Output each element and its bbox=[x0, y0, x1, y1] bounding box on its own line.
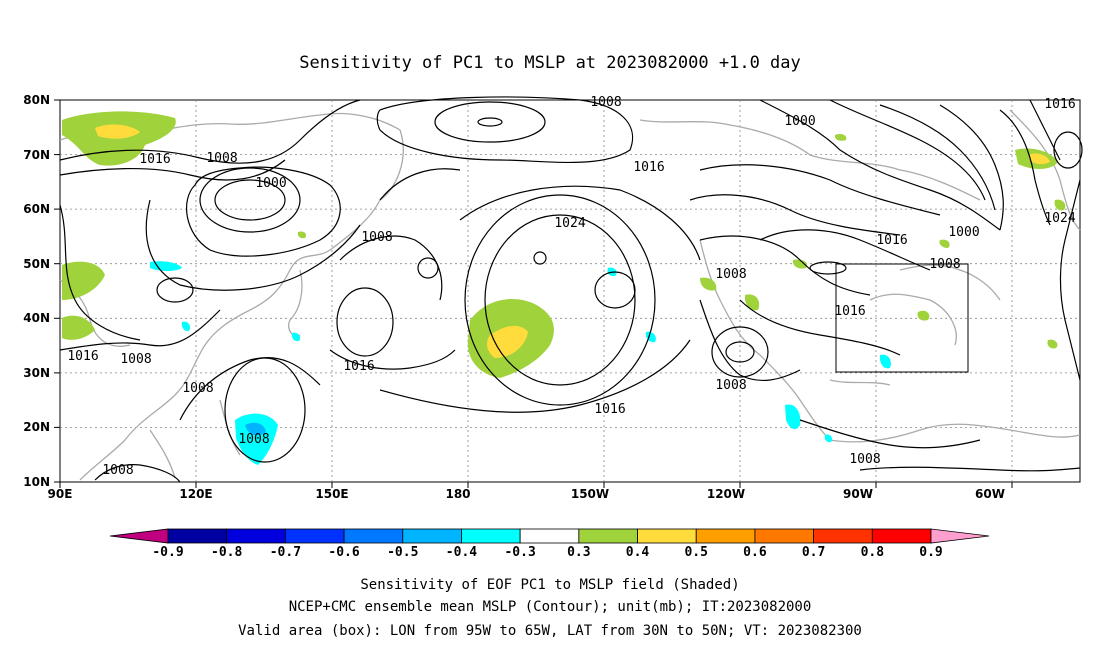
colorbar-cell bbox=[343, 528, 404, 544]
colorbar-labels: -0.9 -0.8 -0.7 -0.6 -0.5 -0.4 -0.3 0.3 0.4 0.5 0.6… bbox=[152, 545, 942, 560]
colorbar-cell bbox=[402, 528, 462, 544]
colorbar-label: -0.4 bbox=[446, 545, 477, 560]
colorbar-cell bbox=[754, 528, 815, 544]
colorbar-cell bbox=[871, 528, 932, 544]
contour-label: 1008 bbox=[590, 95, 621, 110]
lon-label: 150E bbox=[315, 487, 348, 501]
colorbar-cell bbox=[637, 528, 697, 544]
lat-label: 20N bbox=[23, 420, 50, 434]
colorbar-cell bbox=[813, 528, 873, 544]
colorbar-label: 0.4 bbox=[626, 545, 650, 560]
lon-label: 120E bbox=[179, 487, 212, 501]
contour-label: 1016 bbox=[343, 359, 374, 374]
contour-label: 1016 bbox=[67, 349, 98, 364]
contour-label: 1008 bbox=[120, 352, 151, 367]
lat-label: 70N bbox=[23, 148, 50, 162]
contour-label: 1016 bbox=[633, 160, 664, 175]
contour-label: 1008 bbox=[361, 230, 392, 245]
colorbar-label: -0.3 bbox=[504, 545, 535, 560]
sensitivity-shading bbox=[62, 111, 1066, 465]
colorbar-label: 0.3 bbox=[567, 545, 590, 560]
lon-label: 60W bbox=[975, 487, 1005, 501]
contour-label: 1016 bbox=[139, 152, 170, 167]
colorbar-high-arrow bbox=[930, 528, 990, 544]
lat-label: 40N bbox=[23, 311, 50, 325]
contour-label: 1008 bbox=[849, 452, 880, 467]
valid-area-box bbox=[835, 263, 969, 373]
colorbar-label: 0.9 bbox=[919, 545, 942, 560]
contour-labels: 1008 1016 1016 1008 1000 1008 1016 1008 … bbox=[67, 95, 1075, 478]
contour-label: 1008 bbox=[182, 381, 213, 396]
map-panel: 1008 1016 1016 1008 1000 1008 1016 1008 … bbox=[23, 93, 1083, 501]
colorbar-label: -0.8 bbox=[211, 545, 242, 560]
footer-line-3: Valid area (box): LON from 95W to 65W, L… bbox=[238, 623, 862, 639]
lat-label: 50N bbox=[23, 257, 50, 271]
colorbar-cell bbox=[695, 528, 756, 544]
colorbar-label: 0.7 bbox=[802, 545, 825, 560]
colorbar-cell bbox=[284, 528, 345, 544]
colorbar-cells bbox=[167, 528, 932, 544]
colorbar-cell bbox=[167, 528, 228, 544]
contour-label: 1016 bbox=[1044, 97, 1075, 112]
map-frame bbox=[59, 99, 1081, 483]
contour-label: 1024 bbox=[1044, 211, 1075, 226]
footer-line-2: NCEP+CMC ensemble mean MSLP (Contour); u… bbox=[289, 599, 812, 615]
contour-label: 1016 bbox=[834, 304, 865, 319]
contour-label: 1000 bbox=[948, 225, 979, 240]
colorbar-label: -0.5 bbox=[387, 545, 418, 560]
contour-label: 1000 bbox=[784, 114, 815, 129]
contour-label: 1000 bbox=[255, 176, 286, 191]
contour-label: 1008 bbox=[206, 151, 237, 166]
colorbar-label: 0.5 bbox=[684, 545, 707, 560]
colorbar-label: -0.6 bbox=[328, 545, 359, 560]
contour-label: 1008 bbox=[715, 378, 746, 393]
colorbar-cell bbox=[578, 528, 638, 544]
lon-label: 180 bbox=[445, 487, 470, 501]
lon-axis-labels: 90E 120E 150E 180 150W 120W 90W 60W bbox=[48, 487, 1005, 501]
lon-label: 90E bbox=[48, 487, 73, 501]
footer-line-1: Sensitivity of EOF PC1 to MSLP field (Sh… bbox=[360, 577, 739, 593]
colorbar-cell bbox=[461, 528, 521, 544]
lon-label: 150W bbox=[571, 487, 609, 501]
colorbar-cell bbox=[519, 528, 580, 544]
lat-label: 80N bbox=[23, 93, 50, 107]
contour-label: 1008 bbox=[715, 267, 746, 282]
colorbar-label: -0.9 bbox=[152, 545, 183, 560]
lat-axis-labels: 80N 70N 60N 50N 40N 30N 20N 10N bbox=[23, 93, 50, 489]
contour-label: 1016 bbox=[876, 233, 907, 248]
contour-label: 1024 bbox=[554, 216, 585, 231]
contour-label: 1008 bbox=[102, 463, 133, 478]
lat-label: 60N bbox=[23, 202, 50, 216]
contour-label: 1008 bbox=[238, 432, 269, 447]
colorbar: -0.9 -0.8 -0.7 -0.6 -0.5 -0.4 -0.3 0.3 0.4 0.5 0.6… bbox=[109, 528, 990, 560]
grid-lines bbox=[60, 100, 1080, 482]
contour-label: 1008 bbox=[929, 257, 960, 272]
lon-label: 90W bbox=[843, 487, 873, 501]
lat-label: 10N bbox=[23, 475, 50, 489]
axis-ticks bbox=[54, 99, 1013, 488]
contour-label: 1016 bbox=[594, 402, 625, 417]
colorbar-cell bbox=[226, 528, 286, 544]
mslp-contours bbox=[59, 96, 1083, 483]
colorbar-label: -0.7 bbox=[270, 545, 301, 560]
lon-label: 120W bbox=[707, 487, 745, 501]
colorbar-label: 0.6 bbox=[743, 545, 767, 560]
colorbar-label: 0.8 bbox=[861, 545, 885, 560]
colorbar-low-arrow bbox=[109, 528, 169, 544]
lat-label: 30N bbox=[23, 366, 50, 380]
map-title: Sensitivity of PC1 to MSLP at 2023082000… bbox=[299, 53, 801, 73]
